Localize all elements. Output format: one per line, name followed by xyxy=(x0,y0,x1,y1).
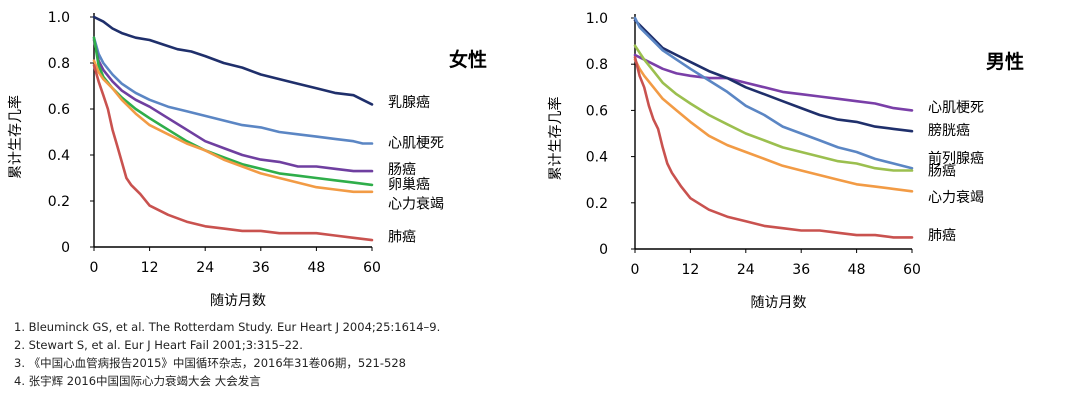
x-tick-label: 12 xyxy=(141,260,159,276)
y-tick-label: 0.8 xyxy=(586,57,608,73)
series-label: 肺癌 xyxy=(388,230,416,246)
series-line xyxy=(92,38,374,173)
x-tick-label: 0 xyxy=(90,260,99,276)
y-tick-label: 0.2 xyxy=(586,196,608,212)
series-label: 心力衰竭 xyxy=(388,195,444,212)
y-tick-label: 0.6 xyxy=(586,103,608,119)
series-line xyxy=(92,15,374,106)
reference-item-4: 4. 张宇辉 2016中国国际心力衰竭大会 大会发言 xyxy=(14,374,261,388)
series-label: 心肌梗死 xyxy=(928,100,984,116)
series-label: 肠癌 xyxy=(928,163,956,179)
series-label: 前列腺癌 xyxy=(928,150,984,167)
series-label: 肺癌 xyxy=(928,228,956,244)
x-tick-label: 48 xyxy=(848,262,866,278)
y-tick-label: 0.2 xyxy=(48,194,70,210)
y-tick-label: 0.4 xyxy=(586,150,608,166)
references-list: 1. Bleuminck GS, et al. The Rotterdam St… xyxy=(14,318,914,390)
chart-2: 0 0.2 0.4 0.6 0.8 1.0 0 12 24 36 48 60 随访月数 累计生存几率 男性心… xyxy=(547,11,1024,311)
chart-1: 0 0.2 0.4 0.6 0.8 1.0 0 12 24 36 48 60 随访月数 累计生存几率 女性乳… xyxy=(7,10,487,309)
series-line xyxy=(92,59,374,194)
reference-item-1: 1. Bleuminck GS, et al. The Rotterdam St… xyxy=(14,320,441,334)
y-tick-label: 0.8 xyxy=(48,56,70,72)
series-label: 肠癌 xyxy=(388,162,416,178)
charts-area: 0 0.2 0.4 0.6 0.8 1.0 0 12 24 36 48 60 随访月数 累计生存几率 女性乳… xyxy=(7,10,1024,311)
series-line xyxy=(633,16,914,170)
y-tick-label: 0.6 xyxy=(48,102,70,118)
series-line xyxy=(633,53,914,112)
y-tick-label: 0 xyxy=(61,240,70,256)
x-axis-title: 随访月数 xyxy=(210,293,266,309)
series-label: 膀胱癌 xyxy=(928,122,970,139)
series-line xyxy=(633,56,914,239)
y-axis-title: 累计生存几率 xyxy=(547,97,564,181)
chart-title: 女性 xyxy=(449,48,487,71)
series-line xyxy=(633,58,914,193)
y-axis-title: 累计生存几率 xyxy=(7,95,24,179)
series-label: 心肌梗死 xyxy=(388,135,444,151)
series-line xyxy=(633,44,914,172)
series-label: 乳腺癌 xyxy=(388,95,430,111)
series-line xyxy=(92,36,374,145)
x-tick-label: 60 xyxy=(363,260,381,276)
y-tick-label: 0 xyxy=(599,242,608,258)
reference-item-3: 3. 《中国心血管病报告2015》中国循环杂志，2016年31卷06期，521-… xyxy=(14,356,406,370)
x-axis-title: 随访月数 xyxy=(751,295,807,311)
series-label: 心力衰竭 xyxy=(928,189,984,206)
series-line xyxy=(92,64,374,242)
series-line xyxy=(633,19,914,133)
y-tick-label: 0.4 xyxy=(48,148,70,164)
x-tick-label: 36 xyxy=(792,262,810,278)
chart-title: 男性 xyxy=(986,50,1024,73)
x-tick-label: 12 xyxy=(681,262,699,278)
y-tick-label: 1.0 xyxy=(586,11,608,27)
x-tick-label: 0 xyxy=(631,262,640,278)
x-tick-label: 24 xyxy=(196,260,214,276)
y-tick-label: 1.0 xyxy=(48,10,70,26)
x-tick-label: 36 xyxy=(252,260,270,276)
series-label: 卵巢癌 xyxy=(388,177,430,193)
reference-item-2: 2. Stewart S, et al. Eur J Heart Fail 20… xyxy=(14,338,303,352)
x-tick-label: 48 xyxy=(307,260,325,276)
x-tick-label: 60 xyxy=(903,262,921,278)
x-tick-label: 24 xyxy=(737,262,755,278)
